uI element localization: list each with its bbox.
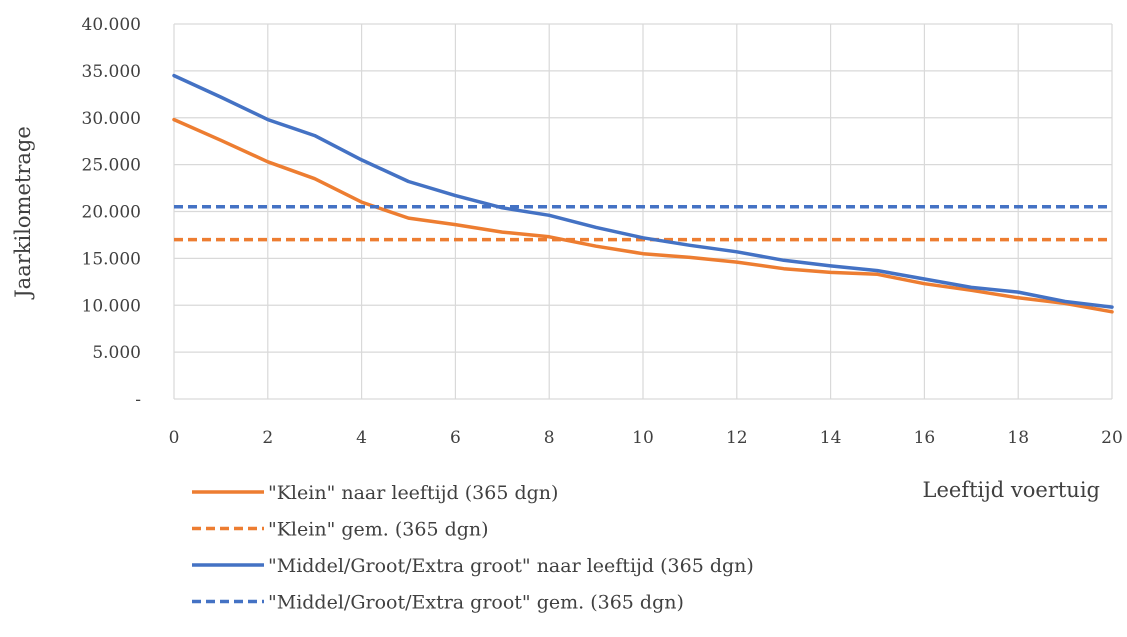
y-tick-labels: - 5.000 10.000 15.000 20.000 25.000 30.000 35.0… [82, 15, 141, 410]
x-tick-label: 18 [1007, 428, 1029, 448]
x-axis-title: Leeftijd voertuig [923, 478, 1100, 502]
grid [173, 23, 1113, 400]
x-tick-label: 16 [914, 428, 936, 448]
x-tick-label: 2 [262, 428, 273, 448]
y-tick-label: 5.000 [92, 343, 141, 363]
y-tick-label: 25.000 [82, 156, 141, 176]
x-tick-label: 6 [450, 428, 461, 448]
x-tick-label: 10 [632, 428, 654, 448]
series-group [172, 73, 1114, 314]
legend-label-3: "Middel/Groot/Extra groot" naar leeftijd… [268, 555, 754, 577]
y-tick-label: - [135, 390, 141, 410]
series-line-1 [172, 117, 1114, 314]
x-tick-label: 4 [356, 428, 367, 448]
legend-label-4: "Middel/Groot/Extra groot" gem. (365 dgn… [268, 592, 684, 614]
y-tick-label: 10.000 [82, 296, 141, 316]
x-tick-labels: 0 2 4 6 8 10 12 14 16 18 20 [169, 428, 1123, 448]
series-line-3 [172, 73, 1114, 309]
legend-label-1: "Klein" naar leeftijd (365 dgn) [268, 482, 558, 504]
x-tick-label: 8 [544, 428, 555, 448]
x-tick-label: 20 [1101, 428, 1123, 448]
x-tick-label: 12 [726, 428, 748, 448]
y-tick-label: 15.000 [82, 249, 141, 269]
y-tick-label: 20.000 [82, 203, 141, 223]
y-tick-label: 35.000 [82, 62, 141, 82]
y-tick-label: 40.000 [82, 15, 141, 35]
x-tick-label: 0 [169, 428, 180, 448]
y-tick-label: 30.000 [82, 109, 141, 129]
legend-label-2: "Klein" gem. (365 dgn) [268, 519, 489, 541]
legend: "Klein" naar leeftijd (365 dgn) "Klein" g… [192, 482, 754, 614]
x-tick-label: 14 [820, 428, 842, 448]
y-axis-title: Jaarkilometrage [11, 126, 35, 300]
